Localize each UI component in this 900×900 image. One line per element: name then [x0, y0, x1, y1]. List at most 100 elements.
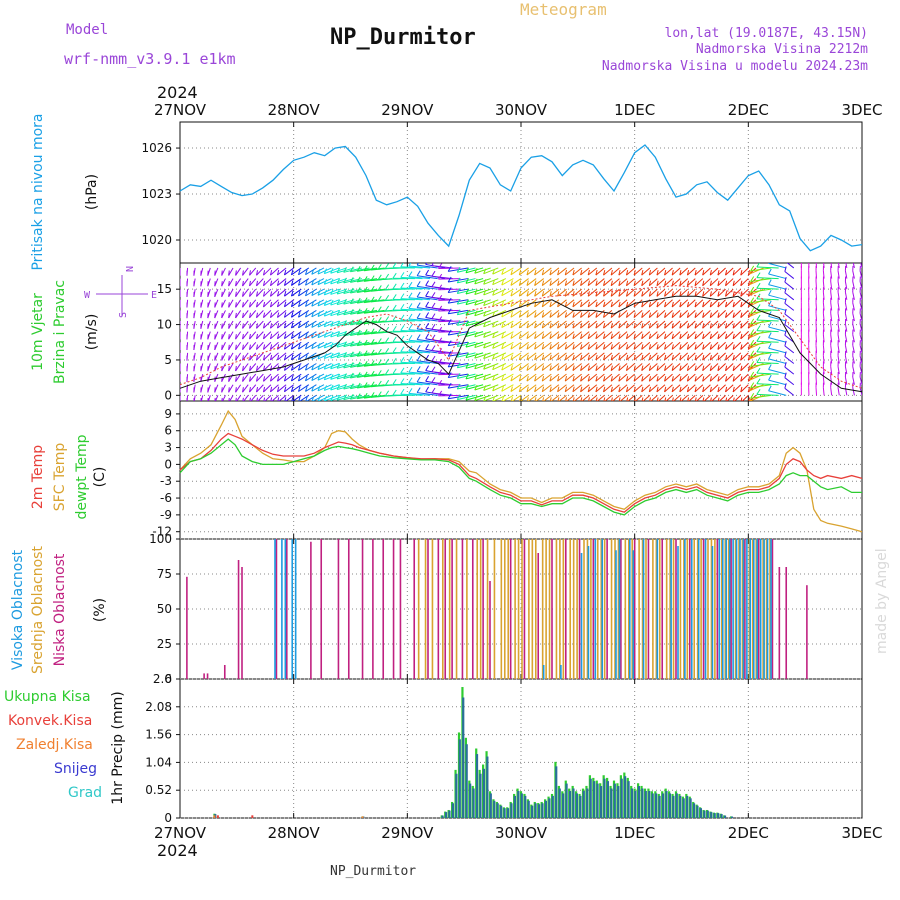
wind-barb — [249, 267, 257, 276]
wind-barb-feather — [625, 386, 629, 392]
wind-barb-feather — [276, 322, 280, 329]
wind-barb — [235, 278, 242, 287]
wind-barb-feather — [519, 397, 522, 401]
wind-barb — [284, 278, 294, 286]
wind-barb — [526, 267, 537, 276]
wind-barb-feather — [679, 323, 682, 329]
wind-barb-feather — [392, 283, 397, 290]
precip-bar-snow — [586, 788, 589, 818]
wind-barb — [263, 267, 272, 276]
wind-barb — [235, 331, 242, 340]
wind-barb — [725, 310, 734, 318]
wind-barb-feather — [756, 304, 761, 310]
wind-barb-feather — [269, 333, 273, 339]
wind-barb-feather — [580, 312, 583, 318]
wind-barb — [291, 267, 302, 276]
wind-barb — [626, 352, 635, 361]
wind-barb-feather — [408, 303, 413, 309]
wind-barb-feather — [687, 397, 690, 401]
wind-barb-feather — [431, 281, 436, 288]
y-tick-label: 1023 — [141, 187, 172, 201]
wind-barb — [572, 320, 582, 329]
wind-barb — [465, 373, 484, 380]
wind-barb-feather — [747, 344, 750, 350]
wind-barb-feather — [501, 364, 504, 371]
wind-barb — [673, 394, 681, 401]
y-tick-label: 3 — [164, 441, 172, 455]
wind-barb-feather — [262, 355, 266, 361]
wind-barb-feather — [709, 354, 712, 361]
wind-barb — [263, 331, 272, 340]
wind-barb-feather — [384, 273, 390, 280]
wind-barb-feather — [235, 312, 237, 318]
wind-barb — [519, 310, 529, 318]
wind-barb-feather — [587, 322, 590, 329]
wind-barb — [702, 320, 711, 329]
wind-barb-feather — [392, 336, 397, 343]
wind-barb-feather — [221, 387, 223, 393]
wind-barb-feather — [541, 291, 545, 297]
wind-barb-feather — [349, 393, 354, 400]
x-tick-label-top: 29NOV — [381, 101, 434, 119]
wind-barb — [541, 288, 552, 297]
wind-barb — [438, 331, 461, 333]
wind-barb-feather — [323, 321, 327, 327]
wind-barb — [844, 302, 848, 311]
wind-barb-feather — [709, 333, 712, 339]
wind-barb — [626, 310, 635, 318]
wind-barb — [815, 263, 818, 268]
wind-barb — [549, 373, 560, 382]
wind-barb — [465, 394, 484, 401]
wind-barb — [830, 334, 833, 343]
wind-barb-feather — [323, 279, 327, 285]
wind-barb — [702, 331, 711, 340]
wind-barb-feather — [228, 291, 230, 297]
wind-barb — [830, 263, 833, 269]
wind-barb-feather — [756, 389, 761, 395]
wind-barb-feather — [671, 270, 674, 276]
wind-barb — [400, 393, 423, 396]
wind-barb — [298, 278, 310, 286]
wind-barb — [815, 355, 818, 364]
wind-barb — [830, 355, 833, 364]
wind-barb — [587, 278, 598, 287]
wind-barb-feather — [518, 344, 522, 350]
wind-barb-feather — [603, 386, 606, 392]
wind-barb-feather — [377, 391, 382, 397]
wind-barb — [595, 341, 605, 350]
wind-barb-feather — [717, 376, 720, 382]
wind-barb-feather — [343, 298, 347, 305]
wind-barb-feather — [290, 354, 294, 360]
wind-barb-feather — [392, 272, 397, 279]
wind-barb-feather — [534, 312, 537, 318]
wind-barb-feather — [290, 290, 294, 297]
wind-barb — [284, 331, 294, 340]
wind-barb-feather — [492, 268, 496, 275]
wind-barb-feather — [679, 397, 682, 401]
wind-barb — [587, 320, 598, 329]
wind-barb — [483, 352, 499, 360]
wind-barb — [305, 384, 317, 392]
wind-barb — [580, 384, 590, 393]
precip-bar-snow — [462, 697, 465, 818]
wind-barb — [291, 373, 302, 382]
wind-barb-feather — [541, 375, 545, 382]
wind-barb-feather — [363, 286, 368, 293]
wind-barb-feather — [549, 376, 552, 382]
wind-barb-feather — [456, 309, 461, 315]
wind-barb — [541, 310, 552, 318]
wind-barb-feather — [572, 269, 575, 276]
wind-barb — [438, 278, 461, 280]
wind-barb — [256, 310, 264, 319]
wind-barb — [465, 288, 484, 295]
wind-barb — [256, 299, 264, 308]
wind-barb-feather — [330, 331, 334, 338]
wind-barb — [235, 267, 242, 276]
wind-barb-feather — [686, 301, 690, 308]
precip-bar-snow — [562, 793, 565, 818]
wind-barb — [648, 278, 658, 287]
wind-barb — [291, 320, 302, 329]
wind-barb-feather — [330, 289, 334, 295]
wind-barb-feather — [392, 347, 397, 353]
wind-barb — [852, 345, 855, 353]
